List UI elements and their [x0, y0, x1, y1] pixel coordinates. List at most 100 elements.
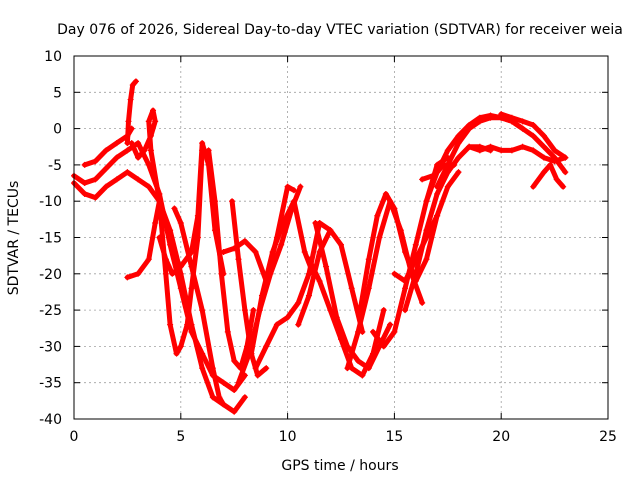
data-point: [147, 132, 154, 139]
data-point: [355, 328, 362, 335]
x-tick-label: 5: [176, 429, 185, 445]
data-point: [323, 263, 330, 270]
data-point: [145, 161, 152, 168]
data-point: [305, 256, 312, 263]
data-point: [184, 321, 191, 328]
y-tick-label: 10: [44, 49, 62, 65]
x-tick-label: 15: [385, 429, 403, 445]
data-point: [220, 379, 227, 386]
data-point: [402, 249, 409, 256]
data-point: [434, 183, 441, 190]
data-point: [551, 147, 558, 154]
data-point: [250, 307, 257, 314]
data-point: [508, 114, 515, 121]
plot-border: [73, 55, 609, 420]
data-point: [284, 183, 291, 190]
data-point: [152, 219, 159, 226]
data-point: [199, 140, 206, 147]
data-point: [530, 147, 537, 154]
data-point: [402, 278, 409, 285]
y-tick-label: 0: [53, 122, 62, 138]
y-tick-label: -30: [39, 339, 62, 355]
data-point: [391, 270, 398, 277]
data-point: [128, 140, 135, 147]
data-point: [132, 78, 139, 85]
data-point: [519, 118, 526, 125]
data-point: [241, 307, 248, 314]
series-track-9: [206, 147, 256, 371]
data-point: [391, 328, 398, 335]
data-point: [113, 176, 120, 183]
data-point: [92, 194, 99, 201]
series-track-11: [221, 184, 297, 284]
data-point: [434, 190, 441, 197]
data-point: [295, 299, 302, 306]
data-point: [263, 365, 270, 372]
x-tick-label: 25: [599, 429, 617, 445]
x-tick-label: 0: [70, 429, 79, 445]
series-track-28: [530, 162, 566, 190]
data-point: [209, 394, 216, 401]
data-point: [231, 245, 238, 252]
data-point: [357, 307, 364, 314]
data-point: [402, 307, 409, 314]
data-point: [419, 176, 426, 183]
data-point: [284, 314, 291, 321]
data-point: [355, 357, 362, 364]
data-point: [235, 256, 242, 263]
data-point: [211, 198, 218, 205]
data-point: [412, 241, 419, 248]
data-point: [402, 285, 409, 292]
data-point: [167, 241, 174, 248]
data-point: [220, 401, 227, 408]
data-series: [71, 78, 569, 415]
data-point: [344, 365, 351, 372]
data-point: [103, 147, 110, 154]
data-point: [382, 190, 389, 197]
data-point: [156, 234, 163, 241]
data-point: [370, 350, 377, 357]
data-point: [412, 270, 419, 277]
data-point: [92, 176, 99, 183]
data-point: [141, 147, 148, 154]
data-point: [252, 365, 259, 372]
data-point: [273, 321, 280, 328]
data-point: [147, 147, 154, 154]
data-point: [551, 158, 558, 165]
data-point: [455, 169, 462, 176]
data-point: [348, 285, 355, 292]
data-point: [498, 147, 505, 154]
data-point: [562, 169, 569, 176]
data-point: [547, 161, 554, 168]
data-point: [124, 274, 131, 281]
data-point: [246, 350, 253, 357]
data-point: [125, 118, 132, 125]
data-point: [530, 121, 537, 128]
data-point: [177, 343, 184, 350]
data-point: [553, 176, 560, 183]
data-point: [540, 132, 547, 139]
data-point: [359, 372, 366, 379]
data-point: [540, 154, 547, 161]
data-point: [305, 292, 312, 299]
data-point: [423, 227, 430, 234]
data-point: [498, 111, 505, 118]
data-point: [519, 143, 526, 150]
data-point: [124, 147, 131, 154]
series-track-7: [156, 140, 226, 277]
y-tick-label: -25: [39, 303, 62, 319]
data-point: [127, 96, 134, 103]
data-point: [194, 212, 201, 219]
data-point: [455, 132, 462, 139]
data-point: [440, 161, 447, 168]
data-point: [135, 270, 142, 277]
data-point: [455, 154, 462, 161]
data-point: [380, 343, 387, 350]
data-point: [135, 140, 142, 147]
axes: 0 5 10 15 20 25 -40 -35 -30 -25 -20 -15 -10 -5 0 5 10: [39, 49, 617, 445]
x-tick-label: 20: [492, 429, 510, 445]
data-point: [92, 158, 99, 165]
data-point: [205, 147, 212, 154]
data-point: [188, 285, 195, 292]
series-track-12: [248, 198, 316, 357]
